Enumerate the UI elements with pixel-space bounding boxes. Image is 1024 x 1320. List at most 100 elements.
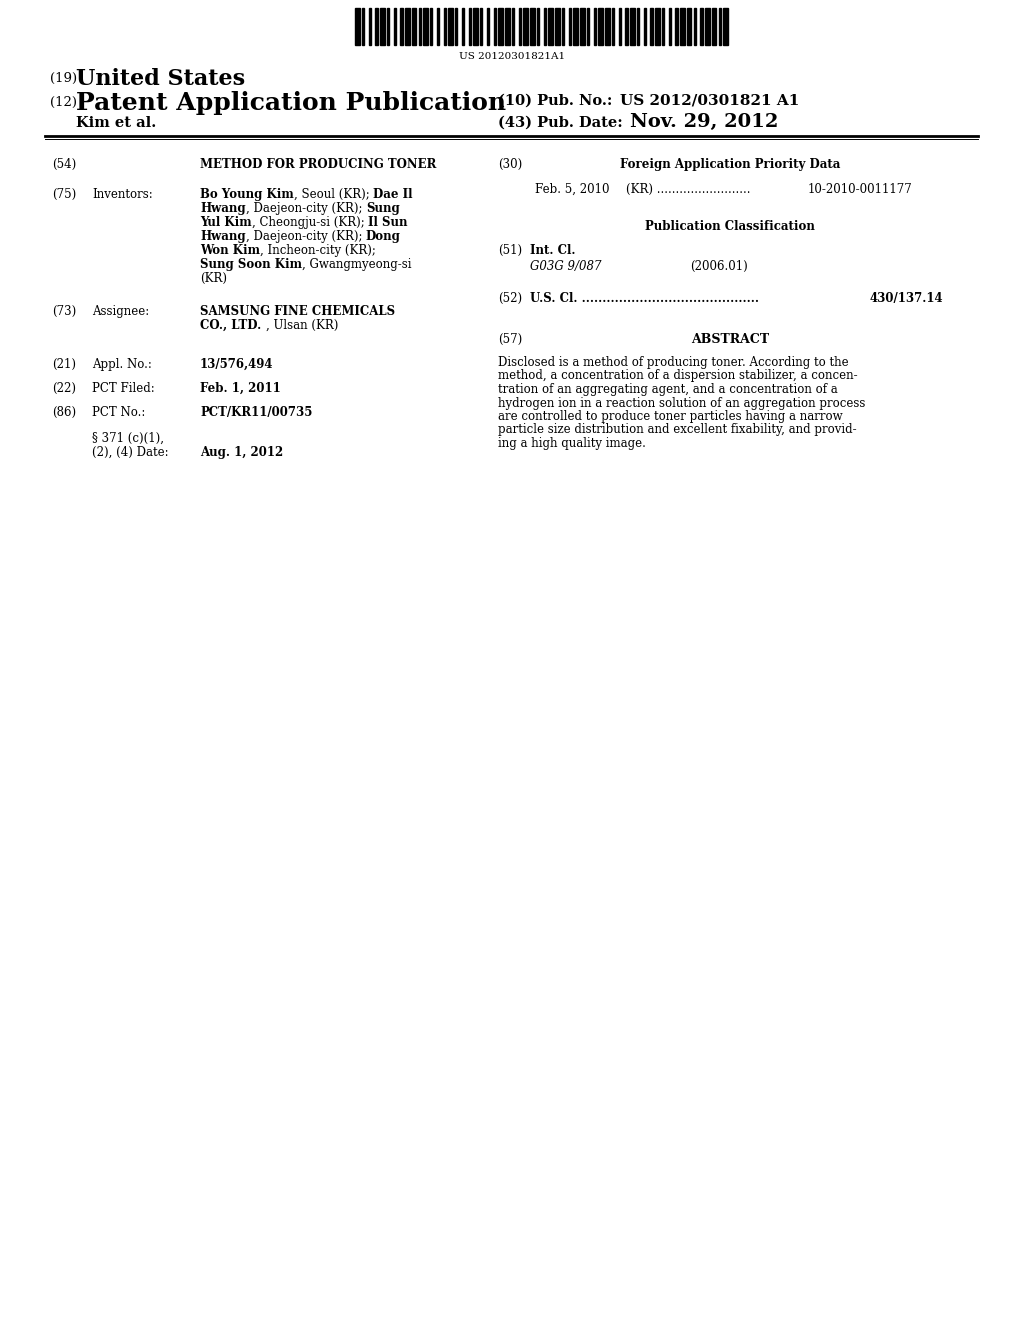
Bar [361,8,365,45]
Bar [693,8,696,45]
Bar [369,8,371,45]
Bar [676,8,678,45]
Bar [637,8,639,45]
Text: hydrogen ion in a reaction solution of an aggregation process: hydrogen ion in a reaction solution of a… [498,396,865,409]
Bar [687,8,691,45]
Text: PCT No.:: PCT No.: [92,407,145,418]
Text: PCT/KR11/00735: PCT/KR11/00735 [200,407,312,418]
Text: , Gwangmyeong-si: , Gwangmyeong-si [302,257,412,271]
Bar [573,8,578,45]
Bar [568,8,571,45]
Bar [530,8,535,45]
Bar [469,8,471,45]
Bar [626,8,628,45]
Text: tration of an aggregating agent, and a concentration of a: tration of an aggregating agent, and a c… [498,383,838,396]
Bar [680,8,685,45]
Text: , Cheongju-si (KR);: , Cheongju-si (KR); [252,216,368,228]
Text: are controlled to produce toner particles having a narrow: are controlled to produce toner particle… [498,411,843,422]
Bar [705,8,710,45]
Bar [400,8,402,45]
Text: PCT Filed:: PCT Filed: [92,381,155,395]
Bar [562,8,564,45]
Text: , Ulsan (KR): , Ulsan (KR) [266,319,338,333]
Bar [376,8,378,45]
Bar [580,8,585,45]
Text: Il Sun: Il Sun [368,216,408,228]
Text: (86): (86) [52,407,76,418]
Text: Kim et al.: Kim et al. [76,116,157,129]
Text: Won Kim: Won Kim [200,244,260,257]
Bar [387,8,389,45]
Bar [430,8,432,45]
Text: (57): (57) [498,333,522,346]
Text: , Seoul (KR);: , Seoul (KR); [294,187,374,201]
Text: Nov. 29, 2012: Nov. 29, 2012 [630,114,778,131]
Bar [412,8,417,45]
Text: Bo Young Kim: Bo Young Kim [200,187,294,201]
Bar [480,8,482,45]
Text: Foreign Application Priority Data: Foreign Application Priority Data [620,158,840,172]
Bar [537,8,539,45]
Bar [419,8,421,45]
Text: , Daejeon-city (KR);: , Daejeon-city (KR); [246,230,366,243]
Text: particle size distribution and excellent fixability, and provid-: particle size distribution and excellent… [498,424,857,437]
Bar [630,8,635,45]
Text: (19): (19) [50,73,77,84]
Text: (2), (4) Date:: (2), (4) Date: [92,446,169,459]
Text: (KR): (KR) [200,272,227,285]
Bar [355,8,359,45]
Text: Feb. 1, 2011: Feb. 1, 2011 [200,381,281,395]
Text: (75): (75) [52,187,76,201]
Bar [437,8,439,45]
Text: Assignee:: Assignee: [92,305,150,318]
Text: Sung Soon Kim: Sung Soon Kim [200,257,302,271]
Text: 13/576,494: 13/576,494 [200,358,273,371]
Bar [618,8,621,45]
Bar [650,8,652,45]
Bar [700,8,702,45]
Bar [719,8,721,45]
Bar [594,8,596,45]
Text: CO., LTD.: CO., LTD. [200,319,261,333]
Text: ing a high quality image.: ing a high quality image. [498,437,646,450]
Bar [499,8,503,45]
Text: (54): (54) [52,158,76,172]
Text: Publication Classification: Publication Classification [645,220,815,234]
Text: , Daejeon-city (KR);: , Daejeon-city (KR); [246,202,366,215]
Text: Aug. 1, 2012: Aug. 1, 2012 [200,446,284,459]
Text: Dong: Dong [366,230,400,243]
Text: Yul Kim: Yul Kim [200,216,252,228]
Bar [544,8,546,45]
Bar [462,8,464,45]
Text: method, a concentration of a dispersion stabilizer, a concen-: method, a concentration of a dispersion … [498,370,858,383]
Text: ABSTRACT: ABSTRACT [691,333,769,346]
Text: Int. Cl.: Int. Cl. [530,244,575,257]
Bar [712,8,717,45]
Text: Hwang: Hwang [200,202,246,215]
Text: U.S. Cl. ...........................................: U.S. Cl. ...............................… [530,292,759,305]
Bar [655,8,659,45]
Bar [611,8,614,45]
Bar [494,8,496,45]
Bar [587,8,589,45]
Text: Feb. 5, 2010: Feb. 5, 2010 [535,183,609,195]
Text: (22): (22) [52,381,76,395]
Text: Inventors:: Inventors: [92,187,153,201]
Bar [723,8,728,45]
Bar [518,8,521,45]
Text: (21): (21) [52,358,76,371]
Text: 10-2010-0011177: 10-2010-0011177 [808,183,912,195]
Bar [523,8,527,45]
Text: Appl. No.:: Appl. No.: [92,358,152,371]
Text: (KR) .........................: (KR) ......................... [626,183,751,195]
Bar [423,8,428,45]
Text: G03G 9/087: G03G 9/087 [530,260,601,273]
Text: (30): (30) [498,158,522,172]
Bar [443,8,445,45]
Text: , Incheon-city (KR);: , Incheon-city (KR); [260,244,376,257]
Bar [512,8,514,45]
Bar [669,8,671,45]
Bar [473,8,478,45]
Bar [393,8,396,45]
Bar [555,8,559,45]
